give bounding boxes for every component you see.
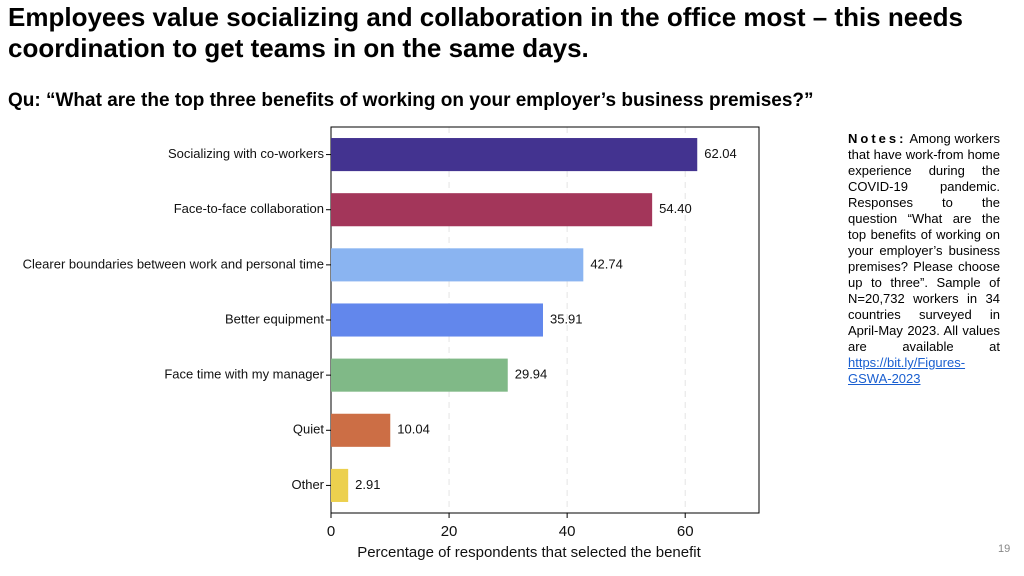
bar	[331, 248, 584, 282]
x-tick-label: 0	[327, 523, 335, 540]
x-tick-label: 20	[441, 523, 458, 540]
value-label: 35.91	[550, 311, 583, 326]
value-label: 42.74	[590, 256, 623, 271]
bar	[331, 358, 508, 392]
x-axis-label: Percentage of respondents that selected …	[357, 544, 701, 561]
value-label: 62.04	[704, 146, 737, 161]
y-tick-label: Other	[291, 477, 324, 492]
y-tick-label: Socializing with co-workers	[168, 146, 325, 161]
y-tick-label: Face-to-face collaboration	[174, 201, 324, 216]
x-tick-label: 40	[559, 523, 576, 540]
value-label: 2.91	[355, 477, 380, 492]
bar	[331, 138, 698, 172]
slide-title: Employees value socializing and collabor…	[8, 2, 964, 63]
bar	[331, 193, 653, 227]
bar	[331, 303, 543, 337]
notes-link[interactable]: https://bit.ly/Figures-GSWA-2023	[848, 355, 966, 386]
bar	[331, 468, 349, 502]
value-label: 29.94	[515, 367, 548, 382]
value-label: 54.40	[659, 201, 692, 216]
y-tick-label: Better equipment	[225, 311, 324, 326]
y-tick-label: Face time with my manager	[164, 367, 324, 382]
notes: Notes: Among workers that have work-from…	[848, 131, 1000, 387]
question: Qu: “What are the top three benefits of …	[8, 90, 814, 111]
y-tick-label: Clearer boundaries between work and pers…	[23, 256, 324, 271]
value-label: 10.04	[397, 422, 430, 437]
notes-label: Notes:	[848, 131, 907, 146]
y-tick-label: Quiet	[293, 422, 324, 437]
x-tick-label: 60	[677, 523, 694, 540]
notes-text: Among workers that have work-from home e…	[848, 131, 1000, 354]
page-number: 19	[998, 543, 1011, 555]
bar	[331, 413, 391, 447]
